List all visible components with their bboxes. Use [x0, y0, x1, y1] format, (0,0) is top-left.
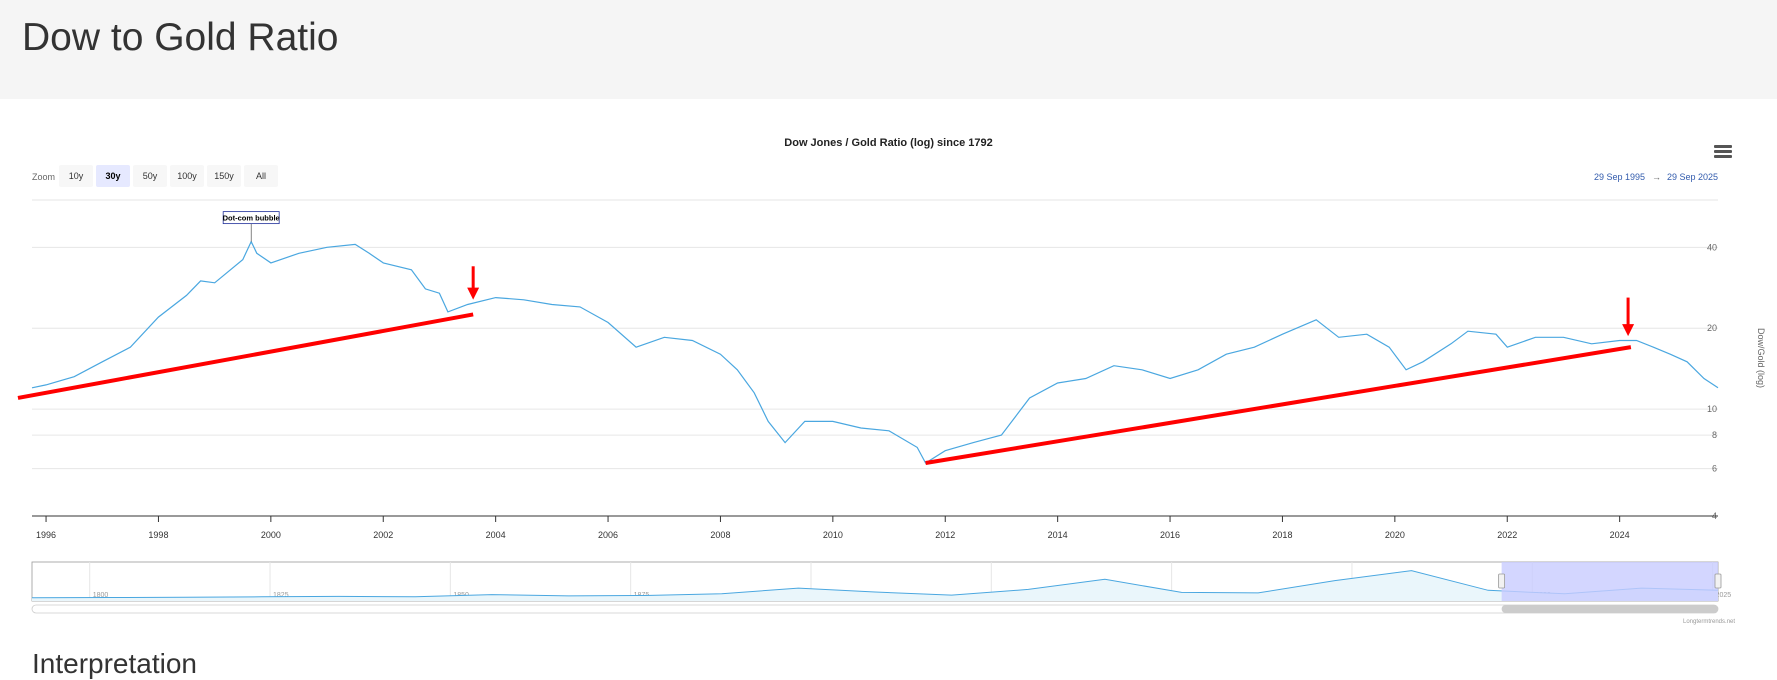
- navigator-tick-label: 1925: [994, 592, 1010, 599]
- y-tick-label: 40: [1707, 242, 1717, 252]
- navigator-tick-label: 2025: [1716, 592, 1732, 599]
- x-tick-label: 2012: [935, 530, 955, 540]
- y-tick-label: 10: [1707, 404, 1717, 414]
- zoom-50y-button[interactable]: 50y: [133, 165, 167, 187]
- range-to-input[interactable]: 29 Sep 2025: [1667, 172, 1719, 182]
- x-tick-label: 1996: [36, 530, 56, 540]
- x-tick-label: 2016: [1160, 530, 1180, 540]
- scrollbar-thumb[interactable]: [1501, 605, 1718, 613]
- annotation-label: Dot-com bubble: [223, 214, 280, 223]
- x-tick-label: 2014: [1048, 530, 1068, 540]
- x-tick-label: 2010: [823, 530, 843, 540]
- chart-canvas: 4 6 8 10 20 40 1996 1998 2000 2002 2004 2006 2008 201…: [17, 199, 1766, 614]
- x-tick-label: 1998: [148, 530, 168, 540]
- y-tick-label: 4: [1712, 511, 1717, 521]
- navigator-tick-label: 1800: [93, 592, 109, 599]
- x-tick-label: 2000: [261, 530, 281, 540]
- annotation-box: [222, 211, 280, 225]
- navigator-tick-label: 1900: [814, 592, 830, 599]
- range-separator: →: [1652, 172, 1661, 182]
- trend-line: [925, 345, 1632, 465]
- interpretation-heading: Interpretation: [32, 648, 197, 679]
- navigator-frame: [31, 561, 1719, 602]
- x-tick-label: 2018: [1272, 530, 1292, 540]
- chart-title: Dow Jones / Gold Ratio (log) since 1792: [784, 137, 993, 149]
- hamburger-menu-icon[interactable]: [1714, 145, 1732, 161]
- navigator-line: [31, 570, 1719, 599]
- y-tick-label: 8: [1712, 430, 1717, 440]
- trend-line: [17, 312, 474, 400]
- page-header: Dow to Gold Ratio: [0, 0, 1777, 99]
- navigator-selection[interactable]: [1501, 562, 1718, 601]
- y-tick-label: 20: [1707, 323, 1717, 333]
- x-tick-label: 2002: [373, 530, 393, 540]
- zoom-30y-button[interactable]: 30y: [96, 165, 130, 187]
- zoom-10y-button[interactable]: 10y: [59, 165, 93, 187]
- zoom-all-button[interactable]: All: [244, 165, 278, 187]
- navigator-tick-label: 2000: [1535, 592, 1551, 599]
- navigator-tick-label: 1825: [273, 592, 289, 599]
- navigator-tick-label: 1850: [453, 592, 469, 599]
- navigator-left-handle[interactable]: [1498, 573, 1506, 589]
- y-tick-label: 6: [1712, 464, 1717, 474]
- x-tick-label: 2006: [598, 530, 618, 540]
- navigator-tick-label: 1950: [1175, 592, 1191, 599]
- navigator-tick-label: 1975: [1355, 592, 1371, 599]
- x-tick-label: 2004: [486, 530, 506, 540]
- credit-text: Longtermtrends.net: [1683, 619, 1736, 625]
- series-line: [31, 240, 1719, 464]
- range-from-input[interactable]: 29 Sep 1995: [1594, 172, 1646, 182]
- zoom-150y-button[interactable]: 150y: [207, 165, 241, 187]
- zoom-100y-button[interactable]: 100y: [170, 165, 204, 187]
- zoom-label: Zoom: [32, 172, 56, 182]
- navigator-right-handle[interactable]: [1714, 573, 1722, 589]
- arrow-head: [467, 287, 480, 300]
- x-tick-label: 2020: [1385, 530, 1405, 540]
- x-tick-label: 2022: [1497, 530, 1517, 540]
- page-title: Dow to Gold Ratio: [22, 16, 339, 59]
- navigator-area: [32, 570, 1718, 601]
- y-axis-label: Dow/Gold (log): [1756, 328, 1766, 388]
- navigator-tick-label: 1875: [634, 592, 650, 599]
- x-tick-label: 2008: [710, 530, 730, 540]
- arrow-head: [1622, 324, 1635, 337]
- scrollbar-track[interactable]: [31, 604, 1719, 614]
- x-tick-label: 2024: [1610, 530, 1630, 540]
